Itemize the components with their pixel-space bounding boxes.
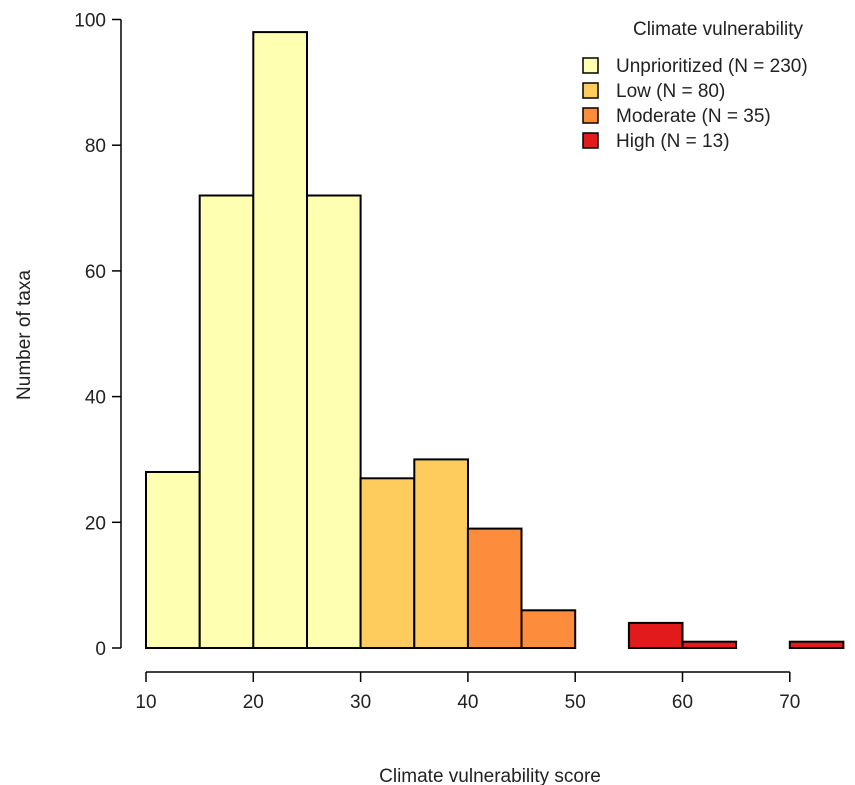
bar-15-20 <box>198 194 255 649</box>
legend-swatch <box>582 132 599 149</box>
legend-swatch <box>582 82 599 99</box>
legend-swatch <box>582 57 599 74</box>
y-tick-label: 20 <box>85 513 106 534</box>
y-tick-label: 80 <box>85 136 106 157</box>
legend-label: Unprioritized (N = 230) <box>616 56 808 77</box>
x-axis: 10 20 30 40 50 60 70 <box>135 671 800 713</box>
y-tick-label: 100 <box>74 11 106 32</box>
bar-30-35 <box>359 477 416 649</box>
legend-label: Low (N = 80) <box>616 81 725 102</box>
y-axis-title: Number of taxa <box>14 270 35 400</box>
legend-label: Moderate (N = 35) <box>616 106 771 127</box>
x-tick-label: 60 <box>672 692 693 713</box>
x-tick-label: 70 <box>779 692 800 713</box>
bar-20-25 <box>252 31 309 650</box>
y-tick-label: 60 <box>85 262 106 283</box>
bar-60-65 <box>681 640 738 650</box>
bar-70-75 <box>788 640 845 650</box>
y-axis: 0 20 40 60 80 100 <box>74 11 122 660</box>
legend-title: Climate vulnerability <box>633 19 804 40</box>
x-tick-label: 40 <box>457 692 478 713</box>
y-tick-label: 40 <box>85 388 106 409</box>
bar-25-30 <box>306 194 362 649</box>
x-axis-title: Climate vulnerability score <box>379 766 601 785</box>
bar-40-45 <box>466 527 523 649</box>
y-tick-label: 0 <box>95 639 106 660</box>
legend: Climate vulnerability Unprioritized (N =… <box>582 19 808 152</box>
x-tick-label: 30 <box>350 692 371 713</box>
bar-55-60 <box>627 621 684 650</box>
bar-10-15 <box>145 471 201 649</box>
bar-45-50 <box>520 609 577 649</box>
bars-group <box>145 31 845 650</box>
bar-35-40 <box>413 458 469 649</box>
x-tick-label: 20 <box>243 692 264 713</box>
x-tick-label: 10 <box>135 692 156 713</box>
legend-label: High (N = 13) <box>616 131 730 152</box>
legend-swatch <box>582 107 599 124</box>
x-tick-label: 50 <box>565 692 586 713</box>
